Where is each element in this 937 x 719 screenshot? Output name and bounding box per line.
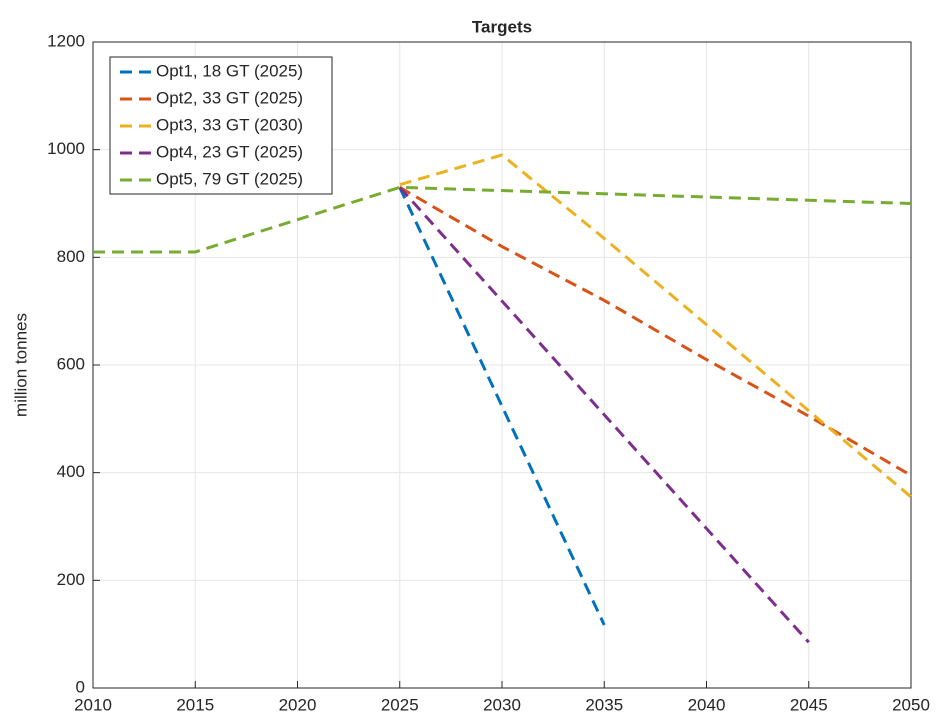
x-tick-label: 2030 bbox=[483, 695, 521, 714]
x-tick-label: 2015 bbox=[176, 695, 214, 714]
legend-label: Opt5, 79 GT (2025) bbox=[156, 169, 303, 188]
x-tick-label: 2050 bbox=[892, 695, 930, 714]
legend-label: Opt2, 33 GT (2025) bbox=[156, 88, 303, 107]
chart-title: Targets bbox=[472, 17, 532, 36]
series-line bbox=[398, 186, 606, 626]
y-tick-label: 0 bbox=[76, 677, 85, 696]
y-axis-label: million tonnes bbox=[11, 313, 30, 417]
legend-label: Opt3, 33 GT (2030) bbox=[156, 115, 303, 134]
legend-label: Opt4, 23 GT (2025) bbox=[156, 142, 303, 161]
series-line bbox=[93, 185, 912, 254]
x-tick-label: 2045 bbox=[790, 695, 828, 714]
y-tick-label: 1200 bbox=[47, 31, 85, 50]
x-tick-label: 2040 bbox=[688, 695, 726, 714]
x-tick-label: 2035 bbox=[585, 695, 623, 714]
y-tick-label: 1000 bbox=[47, 139, 85, 158]
series-line bbox=[399, 153, 912, 499]
x-tick-label: 2010 bbox=[74, 695, 112, 714]
axes-box bbox=[92, 41, 912, 689]
y-tick-label: 800 bbox=[57, 247, 85, 266]
series-line bbox=[398, 186, 810, 644]
x-tick-label: 2020 bbox=[279, 695, 317, 714]
x-tick-label: 2025 bbox=[381, 695, 419, 714]
y-tick-label: 200 bbox=[57, 570, 85, 589]
series-line bbox=[398, 186, 912, 477]
y-tick-label: 600 bbox=[57, 354, 85, 373]
y-tick-label: 400 bbox=[57, 462, 85, 481]
legend-label: Opt1, 18 GT (2025) bbox=[156, 61, 303, 80]
